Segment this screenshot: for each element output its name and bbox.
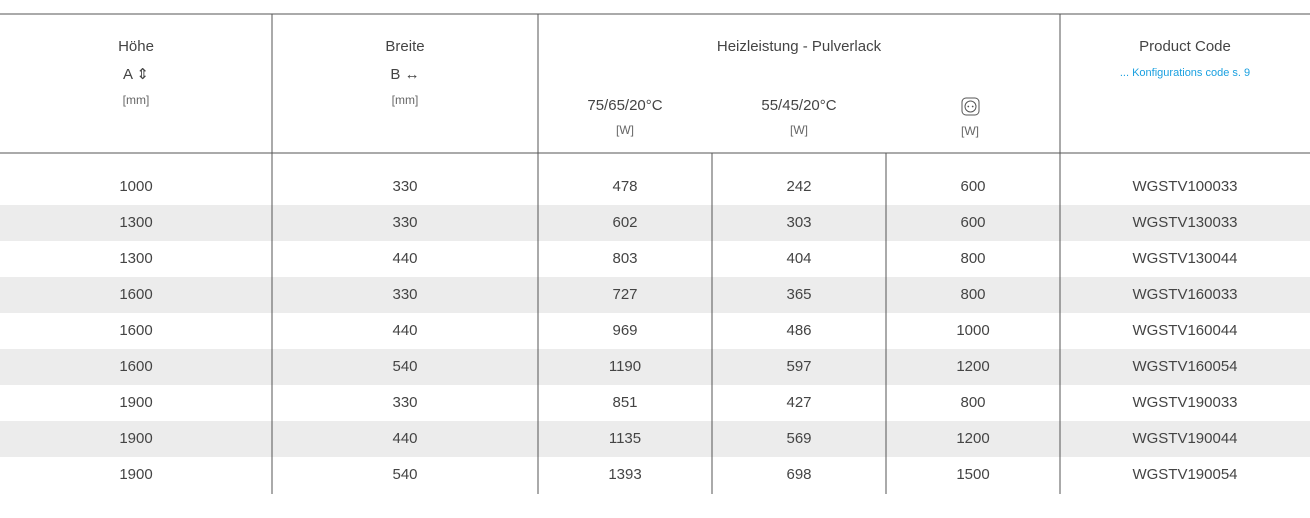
table-cell: WGSTV160033 bbox=[1132, 286, 1237, 303]
table-cell: 1300 bbox=[119, 250, 152, 267]
table-cell: 727 bbox=[612, 286, 637, 303]
row-stripe bbox=[0, 421, 1310, 457]
table-cell: 1600 bbox=[119, 286, 152, 303]
row-stripe bbox=[0, 277, 1310, 313]
table-cell: 486 bbox=[786, 322, 811, 339]
table-cell: 540 bbox=[392, 466, 417, 483]
table-cell: 597 bbox=[786, 358, 811, 375]
subheader-unit: [W] bbox=[961, 124, 979, 138]
header-unit: [mm] bbox=[123, 93, 150, 107]
row-stripe bbox=[0, 349, 1310, 385]
table-cell: 851 bbox=[612, 394, 637, 411]
table-cell: 330 bbox=[392, 286, 417, 303]
table-cell: 1300 bbox=[119, 214, 152, 231]
table-cell: 1200 bbox=[956, 358, 989, 375]
header-unit: [mm] bbox=[392, 93, 419, 107]
table-cell: 330 bbox=[392, 214, 417, 231]
header-symbol: B ↔ bbox=[390, 66, 419, 83]
row-stripe bbox=[0, 205, 1310, 241]
table-cell: 1600 bbox=[119, 358, 152, 375]
table-cell: 1900 bbox=[119, 466, 152, 483]
table-cell: WGSTV130044 bbox=[1132, 250, 1237, 267]
table-cell: 569 bbox=[786, 430, 811, 447]
table-cell: WGSTV160054 bbox=[1132, 358, 1237, 375]
table-cell: 303 bbox=[786, 214, 811, 231]
group-title: Heizleistung - Pulverlack bbox=[717, 38, 882, 55]
table-cell: WGSTV190033 bbox=[1132, 394, 1237, 411]
table-cell: 440 bbox=[392, 430, 417, 447]
header-symbol: A ⇕ bbox=[123, 66, 149, 83]
table-cell: 404 bbox=[786, 250, 811, 267]
table-cell: 1200 bbox=[956, 430, 989, 447]
table-cell: 242 bbox=[786, 178, 811, 195]
table-cell: 1500 bbox=[956, 466, 989, 483]
subheader-title: 55/45/20°C bbox=[761, 97, 836, 114]
table-cell: 800 bbox=[960, 286, 985, 303]
header-title: Höhe bbox=[118, 38, 154, 55]
table-cell: WGSTV100033 bbox=[1132, 178, 1237, 195]
table-cell: 803 bbox=[612, 250, 637, 267]
table-cell: 600 bbox=[960, 178, 985, 195]
table-cell: 1600 bbox=[119, 322, 152, 339]
table-cell: 1393 bbox=[608, 466, 641, 483]
table-cell: 1000 bbox=[119, 178, 152, 195]
header-title: Breite bbox=[385, 38, 424, 55]
table-cell: 440 bbox=[392, 322, 417, 339]
table-cell: 427 bbox=[786, 394, 811, 411]
table-cell: 330 bbox=[392, 394, 417, 411]
table-cell: WGSTV190054 bbox=[1132, 466, 1237, 483]
table-cell: 440 bbox=[392, 250, 417, 267]
subheader-unit: [W] bbox=[616, 123, 634, 137]
table-cell: 1900 bbox=[119, 430, 152, 447]
table-cell: 969 bbox=[612, 322, 637, 339]
table-cell: 1000 bbox=[956, 322, 989, 339]
subheader-title: 75/65/20°C bbox=[587, 97, 662, 114]
table-cell: 600 bbox=[960, 214, 985, 231]
table-cell: WGSTV130033 bbox=[1132, 214, 1237, 231]
table-cell: 800 bbox=[960, 394, 985, 411]
table-cell: WGSTV190044 bbox=[1132, 430, 1237, 447]
subheader-unit: [W] bbox=[790, 123, 808, 137]
table-cell: 1190 bbox=[609, 358, 641, 375]
table-cell: 1135 bbox=[609, 430, 641, 447]
table-cell: 1900 bbox=[119, 394, 152, 411]
header-title: Product Code bbox=[1139, 38, 1231, 55]
header-note[interactable]: ... Konfigurations code s. 9 bbox=[1120, 67, 1250, 79]
socket-icon bbox=[961, 97, 980, 116]
table-cell: 365 bbox=[786, 286, 811, 303]
table-cell: 330 bbox=[392, 178, 417, 195]
table-cell: 698 bbox=[786, 466, 811, 483]
table-cell: WGSTV160044 bbox=[1132, 322, 1237, 339]
row-backgrounds bbox=[0, 205, 1310, 457]
table-cell: 540 bbox=[392, 358, 417, 375]
table-cell: 602 bbox=[612, 214, 637, 231]
table-cell: 800 bbox=[960, 250, 985, 267]
table-cell: 478 bbox=[612, 178, 637, 195]
